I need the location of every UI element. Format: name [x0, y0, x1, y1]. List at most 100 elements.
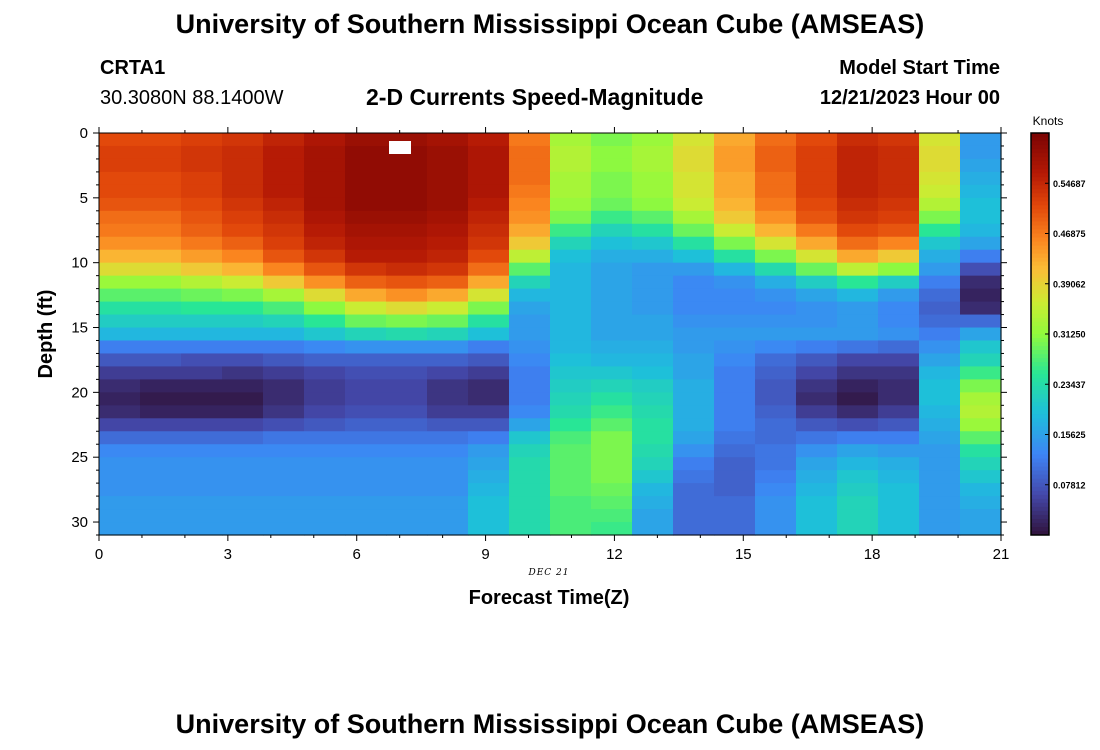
- heatmap-cell: [140, 133, 182, 147]
- heatmap-cell: [755, 353, 797, 368]
- heatmap-cell: [99, 171, 141, 186]
- heatmap-cell: [919, 353, 961, 368]
- colorbar-segment: [1031, 281, 1049, 287]
- heatmap-cell: [919, 483, 961, 497]
- heatmap-cell: [796, 457, 838, 471]
- heatmap-cell: [140, 483, 182, 497]
- x-tick-label: 21: [993, 546, 1010, 563]
- heatmap-cell: [140, 171, 182, 186]
- heatmap-cell: [632, 483, 674, 497]
- heatmap-cell: [386, 405, 428, 419]
- heatmap-cell: [263, 457, 305, 471]
- heatmap-cell: [222, 405, 264, 419]
- heatmap-cell: [919, 444, 961, 458]
- colorbar-tick-label: 0.23437: [1053, 380, 1086, 390]
- heatmap-cell: [837, 223, 879, 238]
- heatmap-cell: [263, 184, 305, 199]
- heatmap-cell: [960, 366, 1002, 380]
- heatmap-cell: [304, 366, 346, 380]
- heatmap-cell: [550, 249, 592, 264]
- heatmap-cell: [714, 197, 756, 212]
- y-tick-label: 25: [71, 449, 88, 466]
- heatmap-cell: [796, 171, 838, 186]
- heatmap-cell: [386, 444, 428, 458]
- heatmap-cell: [632, 327, 674, 342]
- heatmap-cell: [427, 392, 469, 406]
- heatmap-cell: [468, 249, 510, 264]
- heatmap-cell: [960, 184, 1002, 199]
- heatmap-cell: [591, 314, 633, 329]
- heatmap-cell: [878, 483, 920, 497]
- heatmap-cell: [714, 158, 756, 173]
- heatmap-cell: [837, 470, 879, 484]
- heatmap-cell: [837, 314, 879, 329]
- heatmap-cell: [632, 444, 674, 458]
- colorbar-segment: [1031, 402, 1049, 407]
- heatmap-cell: [632, 431, 674, 445]
- heatmap-cell: [140, 288, 182, 303]
- colorbar-segment: [1031, 225, 1049, 230]
- heatmap-cell: [509, 405, 551, 419]
- heatmap-cell: [181, 133, 223, 147]
- colorbar-segment: [1031, 321, 1049, 327]
- heatmap-cell: [878, 340, 920, 355]
- colorbar-tick-label: 0.39062: [1053, 279, 1086, 289]
- heatmap-cell: [837, 379, 879, 393]
- heatmap-cell: [427, 249, 469, 264]
- heatmap-cell: [509, 379, 551, 393]
- colorbar-segment: [1031, 261, 1049, 267]
- heatmap-cell: [345, 366, 387, 380]
- heatmap-cell: [509, 483, 551, 497]
- heatmap-cell: [591, 457, 633, 471]
- heatmap-cell: [550, 353, 592, 368]
- heatmap-cell: [140, 145, 182, 160]
- heatmap-cell: [591, 197, 633, 212]
- heatmap-cell: [550, 275, 592, 290]
- heatmap-cell: [427, 522, 469, 536]
- heatmap-cell: [427, 210, 469, 225]
- heatmap-cell: [960, 236, 1002, 251]
- heatmap-cell: [591, 353, 633, 368]
- heatmap-cell: [878, 262, 920, 277]
- heatmap-cell: [632, 392, 674, 406]
- heatmap-cell: [632, 522, 674, 536]
- heatmap-cell: [263, 392, 305, 406]
- heatmap-cell: [673, 405, 715, 419]
- heatmap-cell: [345, 509, 387, 523]
- heatmap-cell: [468, 158, 510, 173]
- heatmap-cell: [632, 301, 674, 316]
- heatmap-cell: [222, 249, 264, 264]
- heatmap-cell: [632, 288, 674, 303]
- colorbar-segment: [1031, 530, 1049, 536]
- heatmap-cells: [99, 133, 1002, 536]
- colorbar-segment: [1031, 185, 1049, 190]
- heatmap-cell: [345, 288, 387, 303]
- heatmap-cell: [386, 275, 428, 290]
- heatmap-cell: [878, 405, 920, 419]
- heatmap-cell: [99, 522, 141, 536]
- heatmap-cell: [673, 301, 715, 316]
- heatmap-cell: [386, 158, 428, 173]
- colorbar-segment: [1031, 205, 1049, 210]
- heatmap-cell: [632, 379, 674, 393]
- heatmap-cell: [304, 133, 346, 147]
- colorbar-segment: [1031, 209, 1049, 214]
- heatmap-cell: [755, 275, 797, 290]
- heatmap-cell: [550, 223, 592, 238]
- heatmap-cell: [509, 314, 551, 329]
- heatmap-cell: [509, 288, 551, 303]
- heatmap-cell: [263, 379, 305, 393]
- colorbar-segment: [1031, 193, 1049, 198]
- colorbar-segment: [1031, 522, 1049, 528]
- heatmap-cell: [919, 249, 961, 264]
- heatmap-cell: [673, 223, 715, 238]
- heatmap-cell: [386, 522, 428, 536]
- heatmap-cell: [181, 301, 223, 316]
- heatmap-cell: [99, 431, 141, 445]
- heatmap-cell: [181, 444, 223, 458]
- heatmap-cell: [386, 418, 428, 432]
- heatmap-cell: [222, 314, 264, 329]
- heatmap-cell: [550, 405, 592, 419]
- heatmap-cell: [345, 184, 387, 199]
- heatmap-cell: [755, 405, 797, 419]
